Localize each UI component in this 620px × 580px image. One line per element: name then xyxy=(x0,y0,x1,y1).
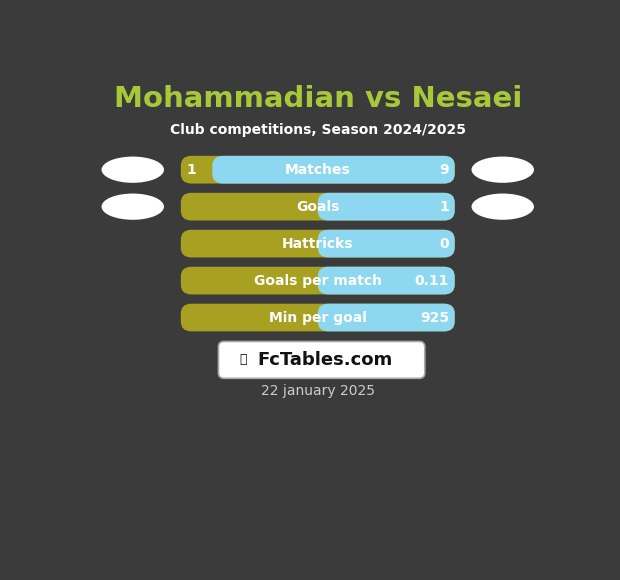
Ellipse shape xyxy=(471,194,534,220)
Text: 1: 1 xyxy=(187,163,197,177)
FancyBboxPatch shape xyxy=(181,230,454,258)
Text: 0: 0 xyxy=(440,237,449,251)
FancyBboxPatch shape xyxy=(212,156,454,183)
Text: 0.11: 0.11 xyxy=(415,274,449,288)
Text: Min per goal: Min per goal xyxy=(269,310,366,325)
FancyBboxPatch shape xyxy=(181,304,454,331)
Text: Goals: Goals xyxy=(296,200,339,213)
FancyBboxPatch shape xyxy=(181,156,454,183)
FancyBboxPatch shape xyxy=(317,267,454,295)
Ellipse shape xyxy=(102,157,164,183)
Text: 22 january 2025: 22 january 2025 xyxy=(261,385,374,398)
Text: 📊: 📊 xyxy=(239,353,247,367)
Text: Mohammadian vs Nesaei: Mohammadian vs Nesaei xyxy=(113,85,522,113)
Ellipse shape xyxy=(471,157,534,183)
FancyBboxPatch shape xyxy=(317,230,454,258)
Text: 9: 9 xyxy=(440,163,449,177)
Ellipse shape xyxy=(102,194,164,220)
FancyBboxPatch shape xyxy=(317,193,454,220)
Text: 925: 925 xyxy=(420,310,449,325)
Text: Goals per match: Goals per match xyxy=(254,274,382,288)
FancyBboxPatch shape xyxy=(181,267,454,295)
Text: FcTables.com: FcTables.com xyxy=(257,351,392,369)
Text: 1: 1 xyxy=(439,200,449,213)
FancyBboxPatch shape xyxy=(218,342,425,378)
FancyBboxPatch shape xyxy=(317,304,454,331)
Text: Hattricks: Hattricks xyxy=(282,237,353,251)
FancyBboxPatch shape xyxy=(181,193,454,220)
Text: Matches: Matches xyxy=(285,163,351,177)
Text: Club competitions, Season 2024/2025: Club competitions, Season 2024/2025 xyxy=(170,122,466,137)
